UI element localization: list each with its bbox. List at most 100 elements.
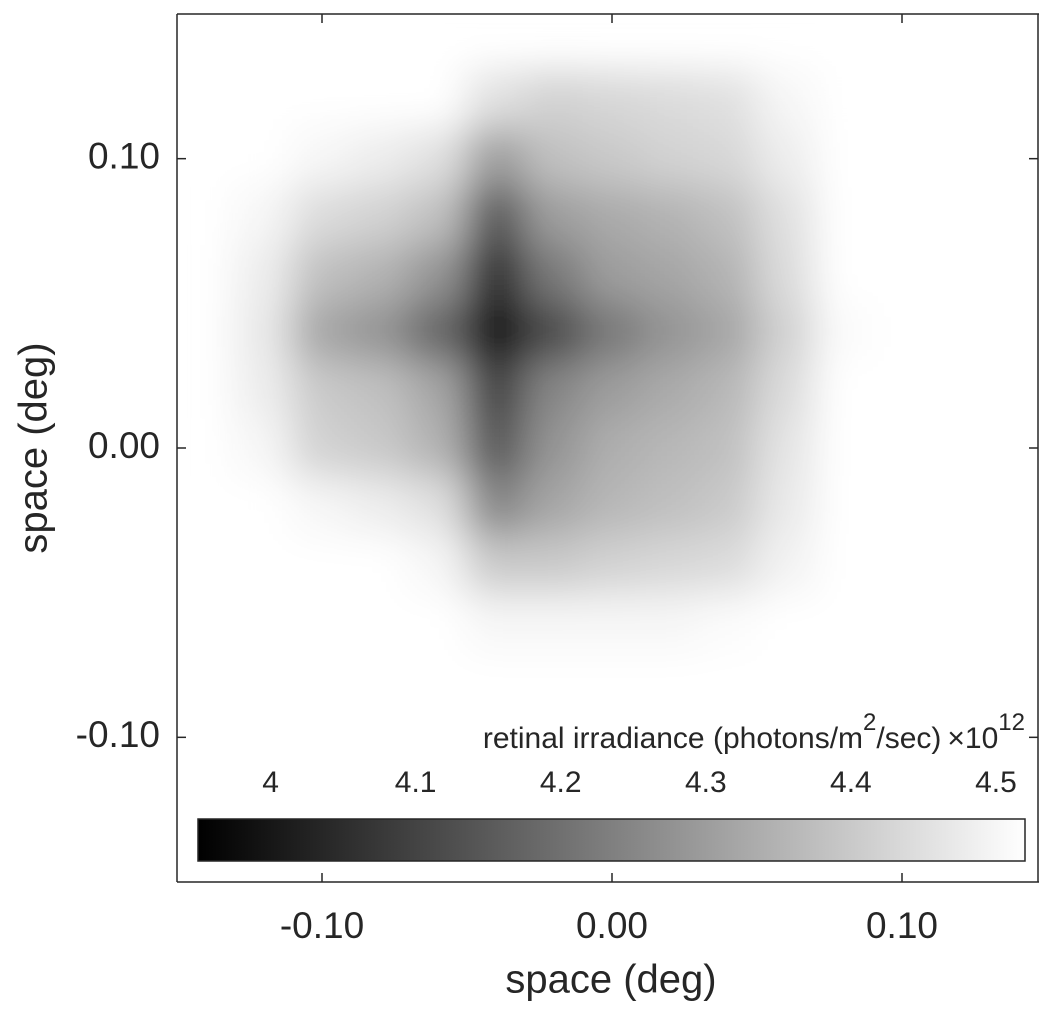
heat-cell bbox=[408, 360, 468, 420]
y-axis-label: space (deg) bbox=[12, 342, 56, 553]
heat-cell bbox=[408, 476, 468, 536]
heat-cell bbox=[234, 302, 294, 362]
heat-cell bbox=[814, 71, 874, 131]
heat-cell bbox=[234, 360, 294, 420]
heat-cell bbox=[814, 650, 874, 709]
heat-cell bbox=[524, 418, 584, 478]
heat-cell bbox=[408, 418, 468, 478]
heat-cell bbox=[350, 360, 410, 420]
heat-cell bbox=[756, 476, 816, 536]
heat-cell bbox=[234, 244, 294, 304]
heat-cell bbox=[408, 244, 468, 304]
heat-cell bbox=[872, 302, 932, 362]
heat-cell bbox=[872, 418, 932, 478]
heat-cell bbox=[350, 534, 410, 594]
heat-cell bbox=[698, 187, 758, 246]
heat-cell bbox=[640, 360, 700, 420]
heat-cell bbox=[466, 302, 526, 362]
x-tick-label: -0.10 bbox=[280, 905, 364, 946]
heat-cell bbox=[756, 765, 816, 825]
colorbar-label-text: retinal irradiance (photons/m bbox=[483, 722, 863, 755]
heat-cell bbox=[582, 418, 642, 478]
heat-cell bbox=[930, 765, 990, 825]
heat-cell bbox=[408, 534, 468, 594]
heat-cell bbox=[582, 244, 642, 304]
heat-cell bbox=[234, 71, 294, 131]
heat-cell bbox=[640, 765, 700, 825]
heat-cell bbox=[466, 129, 526, 189]
heat-cell bbox=[524, 765, 584, 825]
heat-cell bbox=[350, 650, 410, 709]
heat-cell bbox=[698, 71, 758, 131]
heat-cell bbox=[466, 244, 526, 304]
heat-cell bbox=[640, 187, 700, 246]
heat-cell bbox=[408, 592, 468, 652]
heat-cell bbox=[234, 650, 294, 709]
heat-cell bbox=[524, 244, 584, 304]
heat-cell bbox=[698, 650, 758, 709]
heat-cell bbox=[814, 476, 874, 536]
heat-cell bbox=[466, 592, 526, 652]
heat-cell bbox=[814, 129, 874, 189]
heat-cell bbox=[814, 302, 874, 362]
colorbar-exponent: 12 bbox=[998, 709, 1025, 736]
heat-cell bbox=[408, 129, 468, 189]
heat-cell bbox=[350, 707, 410, 767]
heat-cell bbox=[756, 129, 816, 189]
heat-cell bbox=[350, 592, 410, 652]
heat-cell bbox=[872, 244, 932, 304]
heat-cell bbox=[292, 707, 352, 767]
heat-cell bbox=[930, 187, 990, 246]
heat-cell bbox=[640, 71, 700, 131]
heat-cell bbox=[350, 302, 410, 362]
heat-cell bbox=[408, 302, 468, 362]
heat-cell bbox=[756, 187, 816, 246]
heat-cell bbox=[582, 71, 642, 131]
axes: -0.10 0.00 0.10 -0.10 0.00 0.10 4 4.1 4.2 4.3 4.4 4… bbox=[76, 13, 1039, 946]
heat-cell bbox=[292, 765, 352, 825]
heat-cell bbox=[756, 534, 816, 594]
colorbar-tick-label: 4.5 bbox=[975, 766, 1017, 799]
heat-cell bbox=[930, 476, 990, 536]
colorbar-label-sup: 2 bbox=[863, 709, 876, 736]
heat-cell bbox=[756, 244, 816, 304]
heat-cell bbox=[524, 476, 584, 536]
heat-cell bbox=[466, 765, 526, 825]
heat-cell bbox=[640, 418, 700, 478]
heat-cell bbox=[350, 71, 410, 131]
heat-cell bbox=[698, 534, 758, 594]
heat-cell bbox=[466, 418, 526, 478]
heat-cell bbox=[814, 534, 874, 594]
heat-cell bbox=[292, 302, 352, 362]
colorbar-label: retinal irradiance (photons/m2/sec) ×1012 bbox=[483, 709, 1025, 755]
heat-cell bbox=[930, 650, 990, 709]
colorbar-tick-label: 4.4 bbox=[830, 766, 872, 799]
heat-cell bbox=[640, 650, 700, 709]
heat-cell bbox=[756, 592, 816, 652]
heat-cell bbox=[524, 129, 584, 189]
heat-cell bbox=[640, 302, 700, 362]
heat-cell bbox=[814, 765, 874, 825]
heat-cell bbox=[698, 360, 758, 420]
heat-cell bbox=[930, 534, 990, 594]
heat-cell bbox=[872, 129, 932, 189]
heat-cell bbox=[292, 187, 352, 246]
heat-cell bbox=[698, 765, 758, 825]
heat-cell bbox=[930, 418, 990, 478]
heat-cell bbox=[872, 765, 932, 825]
heat-cell bbox=[872, 707, 932, 767]
heat-cell bbox=[756, 707, 816, 767]
heat-cell bbox=[350, 244, 410, 304]
heat-cell bbox=[466, 187, 526, 246]
heat-cell bbox=[524, 360, 584, 420]
heat-cell bbox=[698, 302, 758, 362]
heat-cell bbox=[524, 302, 584, 362]
heat-cell bbox=[930, 71, 990, 131]
heat-cell bbox=[582, 534, 642, 594]
heat-cell bbox=[524, 650, 584, 709]
heat-cell bbox=[872, 476, 932, 536]
heat-cell bbox=[582, 302, 642, 362]
colorbar-multiplier: ×10 bbox=[947, 722, 998, 755]
heat-cell bbox=[292, 244, 352, 304]
heat-cell bbox=[872, 71, 932, 131]
